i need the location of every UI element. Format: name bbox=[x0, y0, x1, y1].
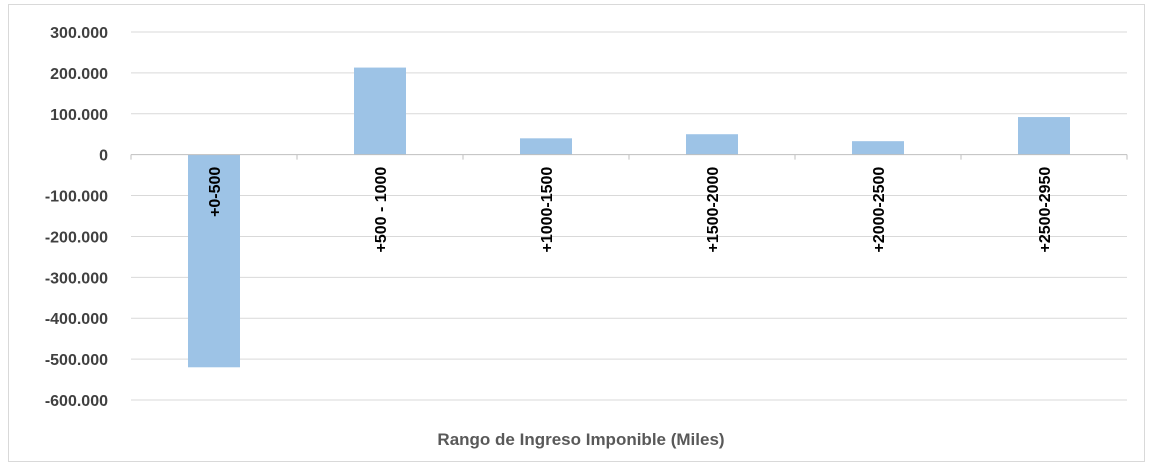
category-label: +0-500 bbox=[207, 167, 224, 217]
category-label: +2000-2500 bbox=[871, 167, 888, 253]
y-tick-label: 300.000 bbox=[50, 25, 108, 42]
y-tick-labels: 300.000 200.000 100.000 0 -100.000 -200.000 -3… bbox=[45, 25, 108, 410]
category-label: +500 - 1000 bbox=[373, 167, 390, 253]
y-tick-label: -200.000 bbox=[45, 229, 108, 246]
y-tick-label: -500.000 bbox=[45, 352, 108, 369]
bar bbox=[686, 134, 738, 155]
bar bbox=[1018, 117, 1070, 155]
category-label: +1500-2000 bbox=[705, 167, 722, 253]
category-labels: +0-500 +500 - 1000 +1000-1500 +1500-2000 +20… bbox=[207, 167, 1054, 253]
category-label: +2500-2950 bbox=[1037, 167, 1054, 253]
x-axis-title: Rango de Ingreso Imponible (Miles) bbox=[437, 430, 724, 449]
bar bbox=[852, 141, 904, 155]
y-tick-label: -100.000 bbox=[45, 189, 108, 206]
category-label: +1000-1500 bbox=[539, 167, 556, 253]
bar bbox=[520, 138, 572, 155]
y-tick-label: 200.000 bbox=[50, 66, 108, 83]
y-tick-label: 0 bbox=[99, 148, 108, 165]
y-tick-label: 100.000 bbox=[50, 107, 108, 124]
bar bbox=[354, 67, 406, 155]
y-tick-label: -400.000 bbox=[45, 311, 108, 328]
category-axis bbox=[130, 154, 1128, 160]
bars bbox=[188, 67, 1070, 368]
bar bbox=[188, 154, 240, 368]
y-tick-label: -600.000 bbox=[45, 393, 108, 410]
gridlines bbox=[131, 31, 1127, 401]
y-tick-label: -300.000 bbox=[45, 270, 108, 287]
